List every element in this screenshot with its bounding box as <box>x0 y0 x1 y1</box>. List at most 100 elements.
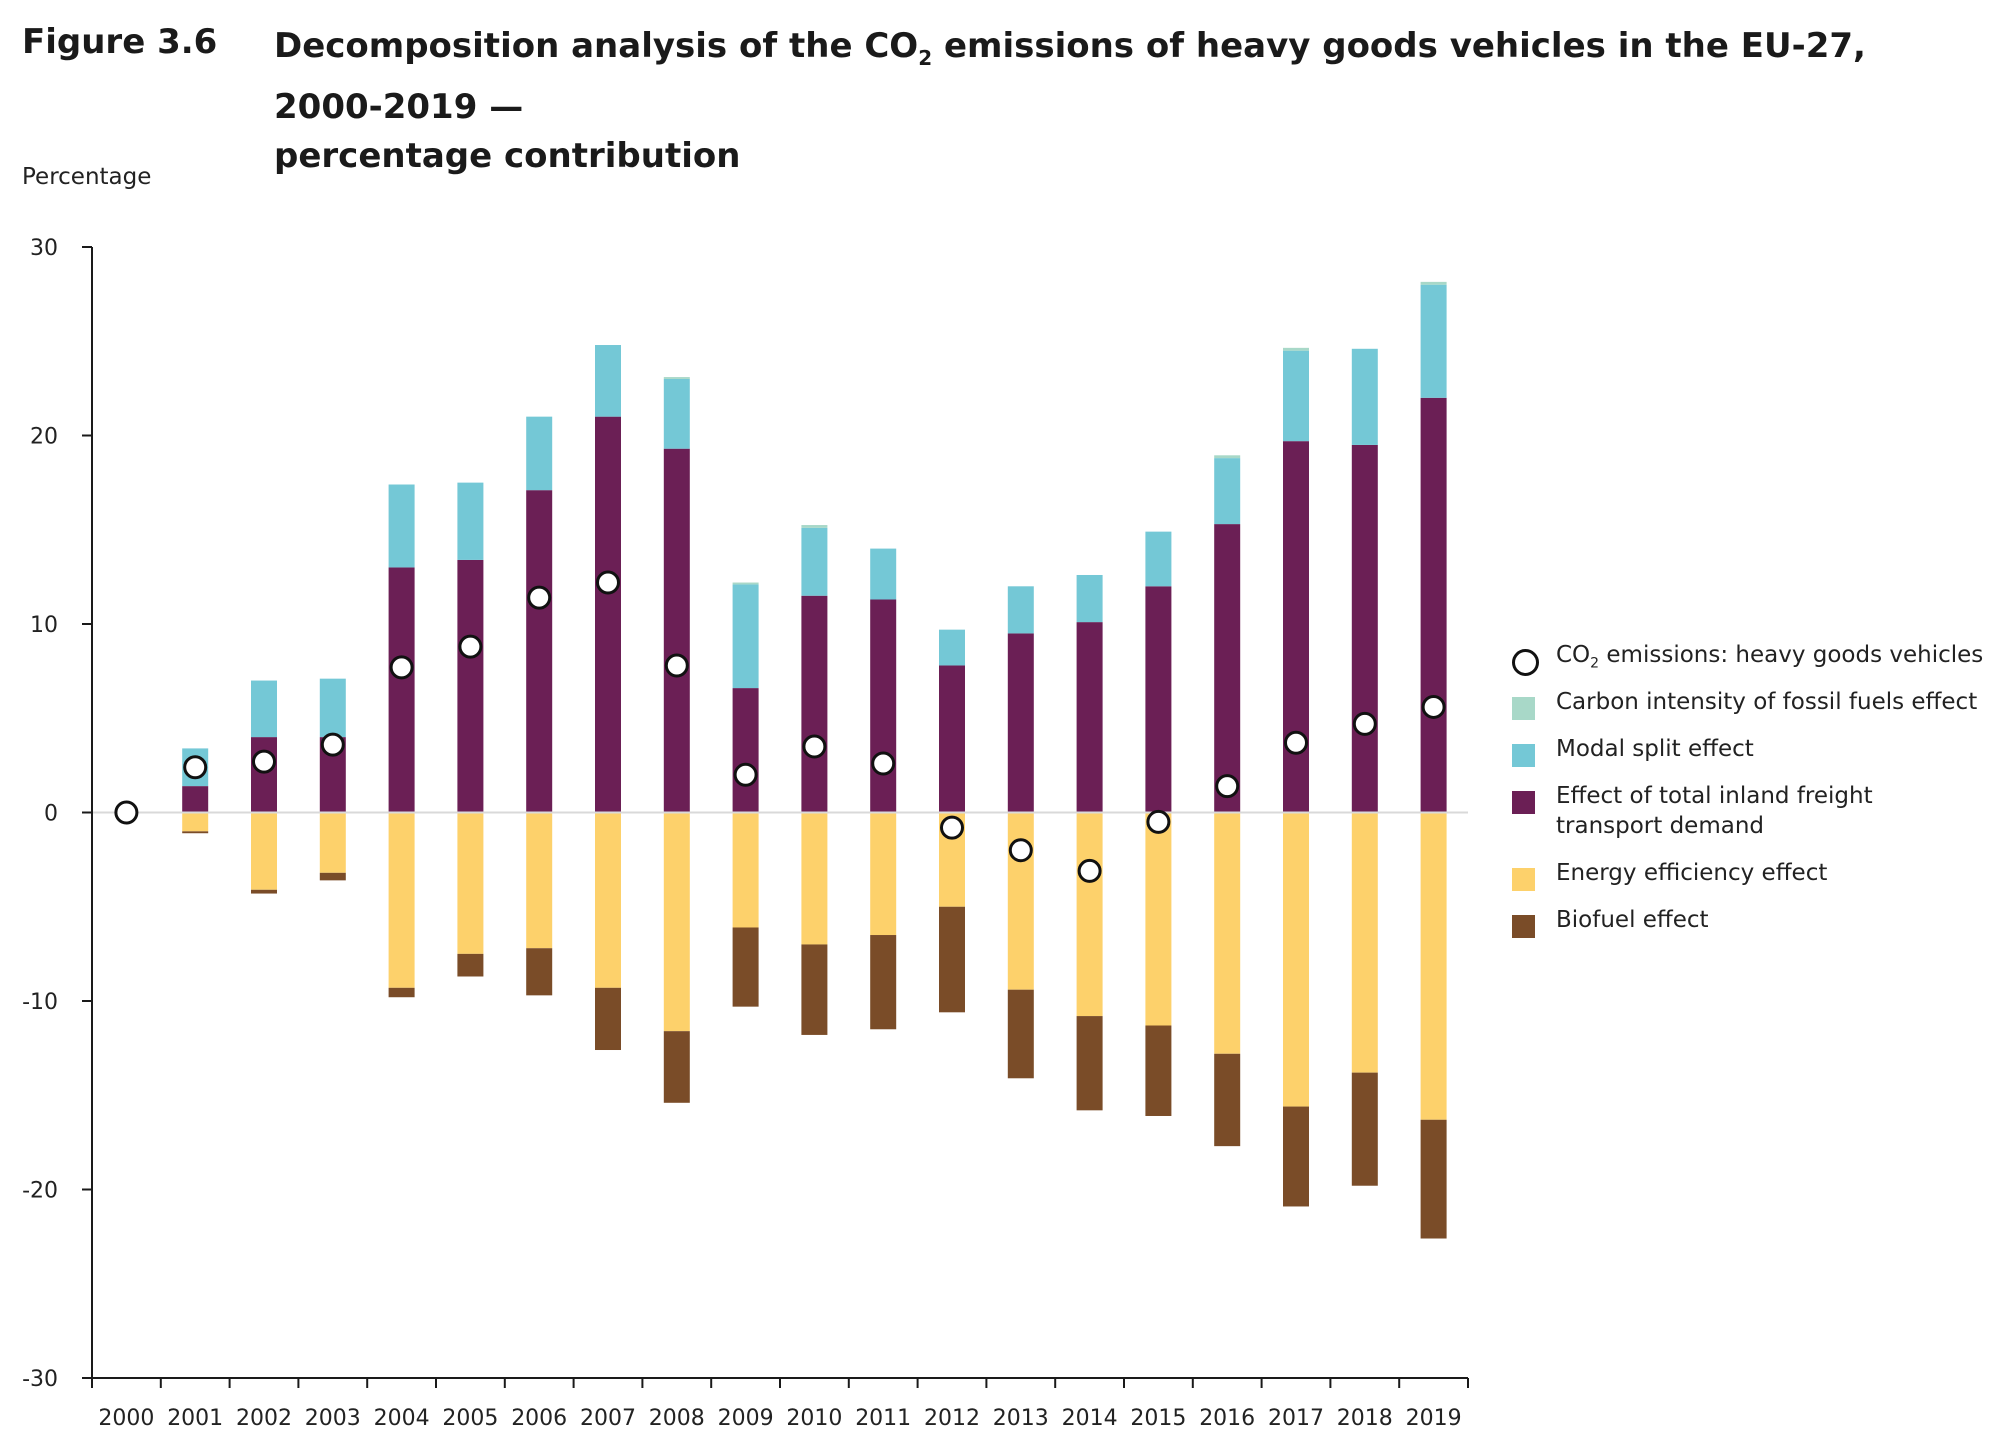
bar-segment-freight-2016 <box>1214 524 1241 813</box>
x-tick-label: 2007 <box>580 1406 636 1431</box>
co2-emissions-marker-2009 <box>733 762 758 787</box>
bar-segment-freight-2001 <box>182 786 209 813</box>
bar-segment-energy-2002 <box>251 812 277 890</box>
bar-segment-energy-2014 <box>1076 812 1103 1017</box>
co2-emissions-marker-2012 <box>940 815 964 840</box>
bar-segment-modal-2015 <box>1145 531 1172 587</box>
bar-segment-carbon-2008 <box>663 377 690 379</box>
bar-segment-energy-2007 <box>595 812 621 988</box>
bar-segment-freight-2019 <box>1420 397 1447 813</box>
x-tick-label: 2012 <box>924 1406 980 1431</box>
x-tick-label: 2011 <box>855 1406 911 1431</box>
bar-segment-biofuel-2011 <box>870 935 897 1030</box>
co2-emissions-marker-2013 <box>1008 838 1033 863</box>
co2-emissions-marker-2001 <box>183 755 208 780</box>
bar-segment-freight-2008 <box>663 448 690 813</box>
y-tick-label: 20 <box>30 425 58 450</box>
x-tick-label: 2016 <box>1199 1406 1255 1431</box>
bar-segment-carbon-2016 <box>1214 455 1241 459</box>
bar-segment-modal-2009 <box>732 584 759 689</box>
bar-segment-freight-2015 <box>1145 586 1172 813</box>
bar-segment-energy-2006 <box>526 812 553 949</box>
bar-segment-modal-2008 <box>663 378 690 449</box>
co2-emissions-marker-2014 <box>1077 858 1102 883</box>
bar-segment-biofuel-2015 <box>1145 1025 1172 1116</box>
bar-segment-energy-2019 <box>1420 812 1447 1120</box>
co2-emissions-marker-2015 <box>1146 809 1171 834</box>
bar-segment-freight-2009 <box>732 688 759 813</box>
bar-segment-biofuel-2013 <box>1007 989 1034 1079</box>
co2-emissions-marker-2002 <box>252 749 276 774</box>
bar-segment-energy-2008 <box>663 812 690 1032</box>
co2-emissions-marker-2007 <box>596 570 620 595</box>
bar-segment-energy-2009 <box>732 812 759 928</box>
bar-segment-energy-2003 <box>319 812 346 873</box>
legend-swatch <box>1512 697 1535 720</box>
bar-segment-biofuel-2017 <box>1283 1106 1309 1207</box>
bar-segment-biofuel-2006 <box>526 948 553 996</box>
legend-item-carbon-intensity: Carbon intensity of fossil fuels effect <box>1512 687 1992 734</box>
bar-segment-biofuel-2009 <box>732 927 759 1007</box>
bar-segment-freight-2011 <box>870 599 897 813</box>
y-tick-label: -30 <box>22 1367 58 1392</box>
x-tick-label: 2015 <box>1130 1406 1186 1431</box>
y-tick-label: 10 <box>30 613 58 638</box>
bar-segment-freight-2012 <box>939 665 965 813</box>
x-tick-label: 2019 <box>1406 1406 1462 1431</box>
legend-item-freight-demand: Effect of total inland freight transport … <box>1512 781 1992 858</box>
bar-segment-modal-2012 <box>939 629 965 666</box>
bar-segment-biofuel-2001 <box>182 831 209 834</box>
bar-segment-biofuel-2014 <box>1076 1016 1103 1111</box>
bar-segment-biofuel-2004 <box>388 987 415 998</box>
bar-segment-freight-2010 <box>801 595 828 813</box>
bar-segment-freight-2005 <box>457 559 484 813</box>
bar-segment-modal-2002 <box>251 680 277 738</box>
bar-segment-freight-2018 <box>1351 444 1378 813</box>
x-tick-label: 2000 <box>98 1406 154 1431</box>
legend-label: Carbon intensity of fossil fuels effect <box>1556 689 1978 715</box>
bar-segment-energy-2005 <box>457 812 484 954</box>
x-tick-label: 2001 <box>167 1406 223 1431</box>
y-tick-label: 30 <box>30 236 58 261</box>
bar-segment-modal-2004 <box>388 484 415 568</box>
legend-item-energy-efficiency: Energy efficiency effect <box>1512 858 1992 905</box>
bar-segment-freight-2013 <box>1007 633 1034 813</box>
bar-segment-biofuel-2005 <box>457 953 484 977</box>
bar-segment-modal-2013 <box>1007 586 1034 634</box>
bar-segment-energy-2016 <box>1214 812 1241 1054</box>
legend-label: Modal split effect <box>1556 736 1754 762</box>
bar-segment-modal-2006 <box>526 416 553 491</box>
bar-segment-modal-2003 <box>319 678 346 738</box>
bar-segment-freight-2007 <box>595 416 621 813</box>
legend-marker-circle <box>1512 649 1539 676</box>
legend-item-co2-emissions: CO2 emissions: heavy goods vehicles <box>1512 640 1992 687</box>
y-tick-label: -20 <box>22 1179 58 1204</box>
legend-swatch <box>1512 868 1535 891</box>
x-tick-label: 2004 <box>374 1406 430 1431</box>
bar-segment-modal-2007 <box>595 345 621 417</box>
bar-segment-biofuel-2003 <box>319 872 346 881</box>
bar-segment-modal-2005 <box>457 482 484 560</box>
co2-emissions-marker-2017 <box>1284 730 1308 755</box>
x-tick-label: 2010 <box>786 1406 842 1431</box>
co2-emissions-marker-2004 <box>389 655 414 680</box>
bar-segment-freight-2017 <box>1283 441 1309 813</box>
co2-emissions-marker-2003 <box>320 732 345 757</box>
x-tick-label: 2017 <box>1268 1406 1324 1431</box>
figure-label: Figure 3.6 <box>22 22 218 62</box>
bar-segment-biofuel-2012 <box>939 906 965 1013</box>
legend-label: CO2 emissions: heavy goods vehicles <box>1556 642 1984 672</box>
bar-segment-energy-2015 <box>1145 812 1172 1026</box>
figure-title: Decomposition analysis of the CO2 emissi… <box>274 26 1866 176</box>
bar-segment-modal-2010 <box>801 527 828 596</box>
bar-segment-carbon-2009 <box>732 582 759 585</box>
co2-emissions-marker-2011 <box>871 751 896 776</box>
legend-item-modal-split: Modal split effect <box>1512 734 1992 781</box>
x-tick-label: 2005 <box>442 1406 498 1431</box>
bar-segment-biofuel-2007 <box>595 987 621 1051</box>
bar-segment-modal-2016 <box>1214 458 1241 525</box>
bar-segment-energy-2004 <box>388 812 415 988</box>
co2-emissions-marker-2018 <box>1352 711 1377 736</box>
legend-swatch <box>1512 791 1535 814</box>
